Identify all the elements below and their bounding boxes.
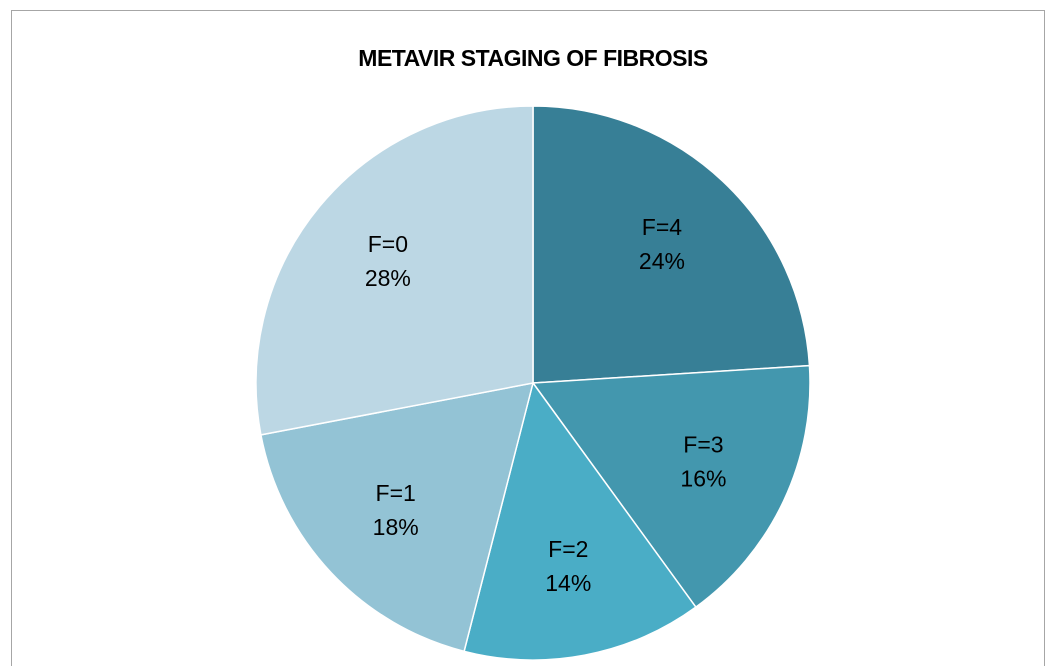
pie-slice — [531, 364, 811, 609]
pie-slice — [532, 105, 811, 384]
slice-category-label: F=2 — [548, 536, 588, 562]
slice-category-label: F=0 — [368, 231, 408, 257]
slice-value-label: 24% — [639, 248, 685, 274]
slice-value-label: 28% — [365, 265, 411, 291]
chart-title: METAVIR STAGING OF FIBROSIS — [358, 45, 708, 71]
slice-value-label: 16% — [680, 465, 726, 491]
slice-category-label: F=4 — [642, 214, 682, 240]
slice-value-label: 18% — [373, 514, 419, 540]
slice-category-label: F=1 — [376, 480, 416, 506]
slice-value-label: 14% — [545, 570, 591, 596]
pie-slice — [255, 105, 534, 436]
pie-slice — [463, 381, 697, 661]
slice-category-label: F=3 — [683, 431, 723, 457]
pie-slice — [260, 382, 535, 653]
